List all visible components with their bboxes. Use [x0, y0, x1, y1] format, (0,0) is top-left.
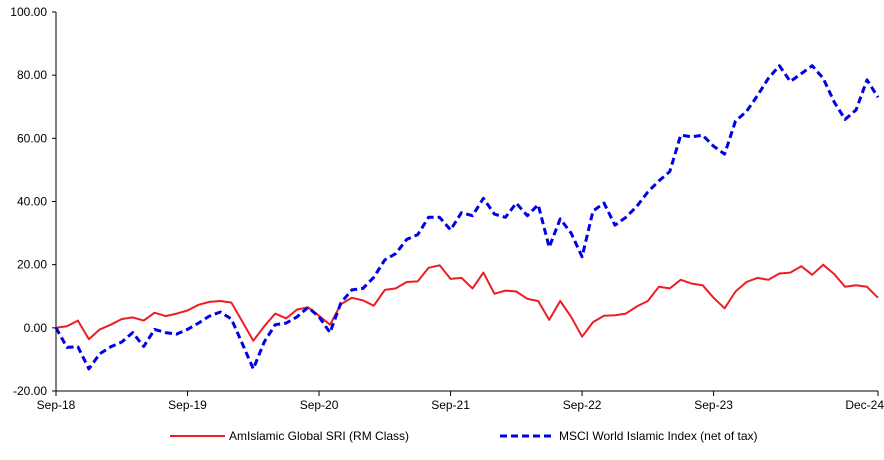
y-tick-label: 100.00 [10, 5, 47, 19]
series-line-2 [54, 64, 880, 371]
legend: AmIslamic Global SRI (RM Class) MSCI Worl… [170, 429, 758, 443]
x-tick-label: Sep-21 [431, 398, 470, 412]
series-line-1 [55, 263, 879, 342]
y-tick-label: 60.00 [17, 131, 47, 145]
y-tick-label: -20.00 [13, 384, 47, 398]
x-tick-label: Sep-23 [694, 398, 733, 412]
y-tick-label: 40.00 [17, 195, 47, 209]
series-layer [54, 64, 880, 371]
y-tick-label: 80.00 [17, 68, 47, 82]
x-tick-label: Dec-24 [845, 398, 884, 412]
x-tick-label: Sep-19 [168, 398, 207, 412]
x-axis: Sep-18 Sep-19 Sep-20 Sep-21 Sep-22 Sep-23 Dec-… [37, 390, 884, 412]
legend-label-2: MSCI World Islamic Index (net of tax) [559, 429, 758, 443]
x-tick-label: Sep-18 [37, 398, 76, 412]
legend-label-1: AmIslamic Global SRI (RM Class) [229, 429, 409, 443]
y-tick-label: 0.00 [24, 321, 48, 335]
y-axis: 100.00 80.00 60.00 40.00 20.00 0.00 -20.00 [10, 5, 57, 398]
x-tick-label: Sep-22 [563, 398, 602, 412]
x-tick-label: Sep-20 [300, 398, 339, 412]
y-tick-label: 20.00 [17, 258, 47, 272]
